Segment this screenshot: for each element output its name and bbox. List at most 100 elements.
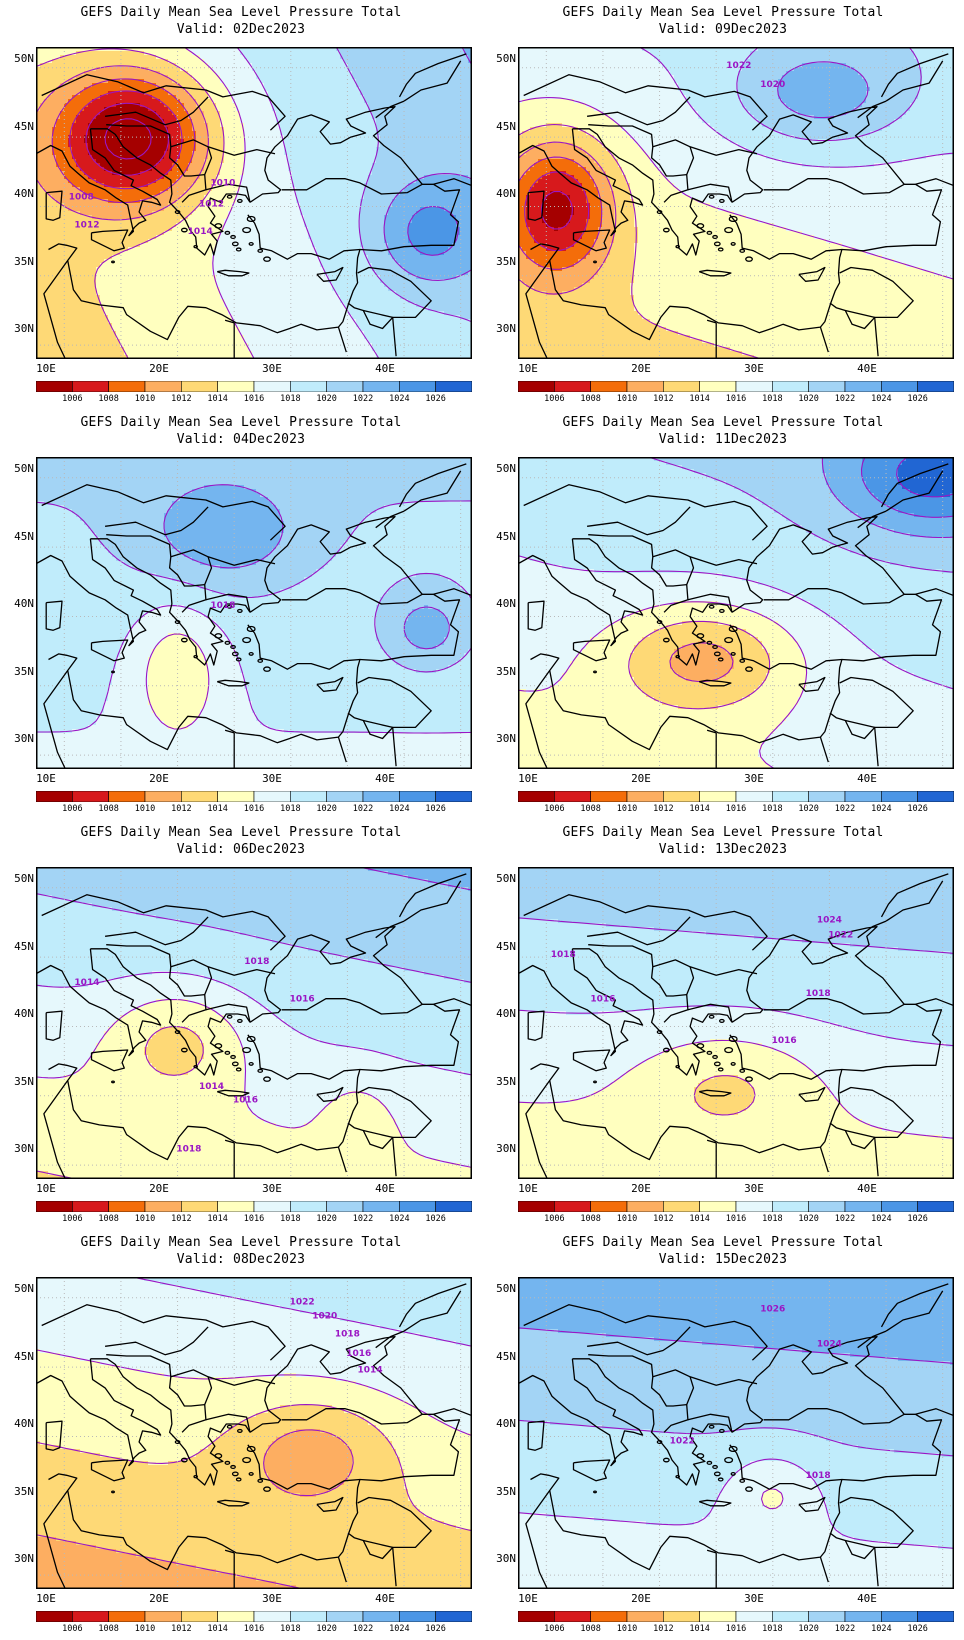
lon-label: 10E — [36, 1183, 56, 1195]
isobar-label: 1018 — [806, 1471, 831, 1481]
colorbar-swatch — [36, 1611, 72, 1622]
lat-label: 30N — [4, 1143, 34, 1155]
lon-label: 10E — [36, 363, 56, 375]
isobar-label: 1010 — [210, 179, 235, 189]
pressure-fill — [518, 867, 954, 1179]
colorbar — [518, 791, 954, 802]
lat-label: 45N — [486, 941, 516, 953]
colorbar-swatch — [145, 1201, 181, 1212]
colorbar-swatch — [663, 791, 699, 802]
lon-label: 30E — [744, 1593, 764, 1605]
colorbar-swatch — [327, 381, 363, 392]
colorbar-label: 1008 — [98, 1624, 118, 1634]
colorbar-label: 1018 — [280, 1214, 300, 1224]
lat-label: 30N — [486, 323, 516, 335]
lat-label: 30N — [4, 733, 34, 745]
colorbar-label: 1024 — [871, 804, 891, 814]
colorbar-svg — [518, 1201, 954, 1212]
colorbar-svg — [518, 1611, 954, 1622]
colorbar-svg — [36, 1611, 472, 1622]
colorbar — [36, 381, 472, 392]
colorbar-swatch — [881, 1201, 917, 1212]
colorbar-label: 1006 — [544, 1214, 564, 1224]
colorbar-swatch — [254, 1201, 290, 1212]
map-panel-06dec: GEFS Daily Mean Sea Level Pressure Total… — [0, 820, 482, 1230]
map-panel-13dec: GEFS Daily Mean Sea Level Pressure Total… — [482, 820, 964, 1230]
colorbar-label: 1016 — [726, 804, 746, 814]
colorbar-label: 1012 — [171, 804, 191, 814]
colorbar-label: 1024 — [389, 1214, 409, 1224]
colorbar-label: 1006 — [544, 1624, 564, 1634]
colorbar-label: 1006 — [62, 394, 82, 404]
isobar-label: 1022 — [290, 1298, 315, 1308]
colorbar-swatch — [72, 1611, 108, 1622]
lat-label: 45N — [486, 531, 516, 543]
colorbar-swatch — [363, 1201, 399, 1212]
lat-label: 35N — [4, 256, 34, 268]
colorbar-label: 1008 — [580, 394, 600, 404]
isobar-label: 1022 — [828, 931, 853, 941]
isobar-label: 1012 — [199, 199, 224, 209]
colorbar-label: 1014 — [689, 804, 709, 814]
colorbar-label: 1012 — [653, 394, 673, 404]
colorbar-swatch — [36, 1201, 72, 1212]
colorbar-swatch — [591, 1201, 627, 1212]
lat-label: 40N — [4, 598, 34, 610]
lat-label: 35N — [486, 256, 516, 268]
lon-label: 10E — [518, 363, 538, 375]
colorbar-swatch — [109, 1201, 145, 1212]
colorbar-label: 1016 — [244, 394, 264, 404]
isobar-label: 1016 — [772, 1036, 797, 1046]
colorbar-swatch — [518, 1201, 554, 1212]
colorbar-label: 1014 — [207, 1214, 227, 1224]
colorbar — [518, 381, 954, 392]
colorbar-svg — [36, 381, 472, 392]
isobar-label: 1014 — [74, 978, 99, 988]
colorbar-label: 1010 — [617, 804, 637, 814]
colorbar-label: 1014 — [689, 1624, 709, 1634]
isobar-label: 1024 — [817, 915, 842, 925]
isobar-label: 1018 — [806, 989, 831, 999]
colorbar-label: 1012 — [171, 394, 191, 404]
colorbar-label: 1018 — [280, 804, 300, 814]
lon-label: 30E — [744, 363, 764, 375]
colorbar-swatch — [772, 1611, 808, 1622]
colorbar-swatch — [290, 1201, 326, 1212]
colorbar-label: 1022 — [353, 394, 373, 404]
isobar-label: 1014 — [199, 1082, 224, 1092]
lat-label: 50N — [4, 873, 34, 885]
colorbar-label: 1026 — [425, 1214, 445, 1224]
colorbar-swatch — [290, 381, 326, 392]
colorbar-label: 1014 — [207, 1624, 227, 1634]
lon-label: 20E — [631, 1183, 651, 1195]
colorbar-label: 1006 — [62, 1214, 82, 1224]
panel-title: GEFS Daily Mean Sea Level Pressure Total — [0, 824, 482, 841]
colorbar-label: 1024 — [871, 394, 891, 404]
lat-label: 30N — [486, 733, 516, 745]
colorbar-swatch — [881, 381, 917, 392]
isobar-label: 1016 — [233, 1096, 258, 1106]
colorbar-label: 1020 — [798, 1624, 818, 1634]
lat-label: 30N — [4, 323, 34, 335]
lat-label: 35N — [486, 666, 516, 678]
colorbar-label: 1016 — [726, 1624, 746, 1634]
panel-valid-date: Valid: 06Dec2023 — [0, 841, 482, 858]
colorbar-swatch — [218, 1611, 254, 1622]
isobar-label: 1020 — [312, 1312, 337, 1322]
colorbar-label: 1024 — [389, 394, 409, 404]
colorbar-label: 1014 — [689, 1214, 709, 1224]
lat-label: 30N — [4, 1553, 34, 1565]
colorbar-label: 1008 — [580, 804, 600, 814]
colorbar-label: 1020 — [316, 1624, 336, 1634]
lon-label: 20E — [149, 773, 169, 785]
colorbar-swatch — [918, 1611, 954, 1622]
colorbar-swatch — [591, 1611, 627, 1622]
colorbar-swatch — [181, 1201, 217, 1212]
map-panel-15dec: GEFS Daily Mean Sea Level Pressure Total… — [482, 1230, 964, 1640]
colorbar-swatch — [700, 1201, 736, 1212]
colorbar-label: 1010 — [135, 804, 155, 814]
colorbar-swatch — [145, 791, 181, 802]
pressure-map-svg — [518, 457, 954, 769]
